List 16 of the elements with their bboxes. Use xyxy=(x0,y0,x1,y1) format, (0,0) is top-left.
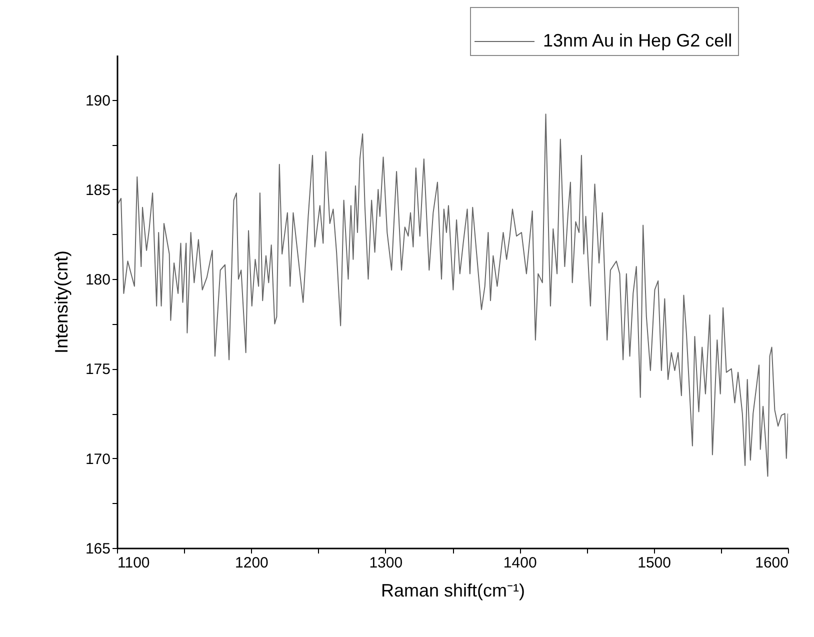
x-tick-label: 1200 xyxy=(235,554,268,572)
y-tick-label: 165 xyxy=(85,540,110,558)
x-tick-label: 1600 xyxy=(755,554,788,572)
legend-label: 13nm Au in Hep G2 cell xyxy=(543,30,732,50)
y-tick-label: 180 xyxy=(85,272,110,289)
x-tick-label: 1300 xyxy=(369,554,403,572)
y-tick-label: 185 xyxy=(85,182,110,199)
x-tick-label: 1400 xyxy=(503,554,537,572)
y-tick-label: 190 xyxy=(85,92,110,110)
x-tick-label: 1100 xyxy=(118,554,150,572)
x-axis-title: Raman shift(cm⁻¹) xyxy=(380,580,526,600)
x-tick-label: 1500 xyxy=(638,554,671,572)
y-tick-label: 175 xyxy=(85,361,110,378)
line-series xyxy=(118,114,788,477)
y-axis-title: Intensity(cnt) xyxy=(51,250,72,354)
y-tick-label: 170 xyxy=(85,450,110,468)
